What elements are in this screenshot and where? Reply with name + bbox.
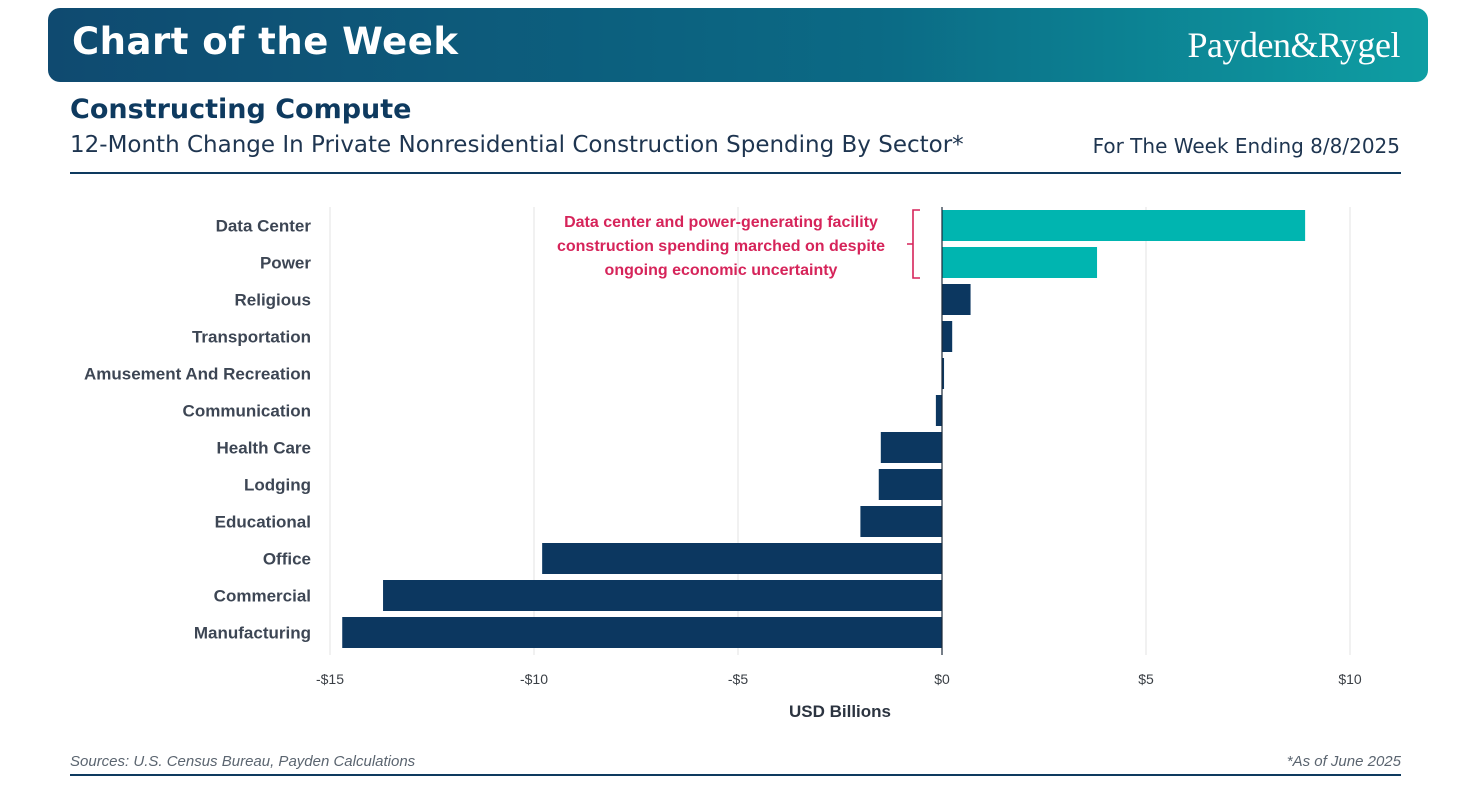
x-tick-label: $10 [1338, 671, 1362, 687]
footer-divider [70, 774, 1401, 776]
bar [942, 247, 1098, 278]
as-of-note: *As of June 2025 [1286, 753, 1401, 770]
chart-title: Constructing Compute [70, 94, 412, 125]
x-tick-label: -$15 [316, 671, 344, 687]
chart-subtitle: 12-Month Change In Private Nonresidentia… [70, 132, 964, 158]
company-logo: Payden&Rygel [1187, 25, 1400, 65]
x-tick-label: -$10 [520, 671, 548, 687]
sources-note: Sources: U.S. Census Bureau, Payden Calc… [70, 753, 416, 770]
bar [942, 210, 1306, 241]
category-label: Commercial [214, 587, 311, 606]
x-tick-label: -$5 [728, 671, 748, 687]
annotation-text: construction spending marched on despite [557, 238, 885, 255]
bar [878, 469, 942, 500]
category-label: Religious [234, 291, 311, 310]
bar [942, 284, 971, 315]
bar [860, 506, 942, 537]
annotation-text: ongoing economic uncertainty [605, 262, 838, 279]
x-axis-title: USD Billions [789, 702, 891, 721]
x-tick-label: $0 [934, 671, 950, 687]
annotation-text: Data center and power-generating facilit… [564, 214, 878, 231]
bar [342, 617, 942, 648]
banner-title: Chart of the Week [72, 20, 459, 63]
bar [880, 432, 942, 463]
bar [935, 395, 942, 426]
category-label: Health Care [217, 439, 311, 458]
annotation-bracket [907, 209, 920, 279]
category-label: Amusement And Recreation [84, 365, 311, 384]
header-banner: Chart of the Week Payden&Rygel [48, 8, 1428, 82]
bar [942, 358, 945, 389]
bar-chart: -$15 -$10 -$5 $0 $5 $10 Data Center Power Religi… [84, 207, 1362, 721]
category-label: Power [260, 254, 311, 273]
category-label: Office [263, 550, 311, 569]
category-label: Transportation [192, 328, 311, 347]
category-label: Data Center [216, 217, 312, 236]
category-label: Communication [183, 402, 311, 421]
x-tick-label: $5 [1138, 671, 1154, 687]
category-label: Lodging [244, 476, 311, 495]
week-ending: For The Week Ending 8/8/2025 [1092, 134, 1400, 158]
header-divider [70, 172, 1401, 174]
category-label: Educational [215, 513, 311, 532]
bar [942, 321, 953, 352]
category-label: Manufacturing [194, 624, 311, 643]
bar [542, 543, 942, 574]
bar [383, 580, 942, 611]
